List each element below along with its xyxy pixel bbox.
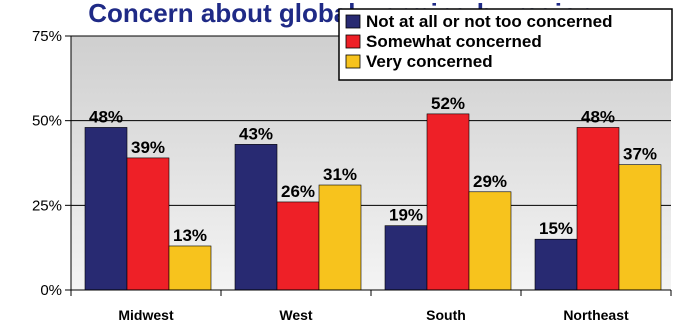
- data-label: 15%: [539, 219, 573, 238]
- bar: [234, 144, 278, 291]
- data-label: 43%: [239, 124, 273, 143]
- bar: [168, 245, 212, 291]
- bar: [318, 184, 362, 291]
- legend: Not at all or not too concernedSomewhat …: [338, 8, 673, 81]
- legend-swatch: [345, 14, 361, 29]
- y-tick-label: 25%: [32, 197, 62, 214]
- bar: [576, 127, 620, 291]
- data-label: 52%: [431, 94, 465, 113]
- data-label: 48%: [581, 107, 615, 126]
- data-label: 48%: [89, 107, 123, 126]
- bar: [84, 127, 128, 291]
- data-label: 29%: [473, 172, 507, 191]
- category-label: South: [426, 307, 466, 323]
- legend-entry: Very concerned: [366, 52, 493, 71]
- category-label: West: [279, 307, 313, 323]
- bar: [534, 238, 578, 291]
- bars: [84, 113, 662, 291]
- data-label: 26%: [281, 182, 315, 201]
- legend-box: [338, 8, 673, 81]
- data-label: 31%: [323, 165, 357, 184]
- data-label: 39%: [131, 138, 165, 157]
- bar: [468, 191, 512, 291]
- y-tick-label: 75%: [32, 28, 62, 45]
- data-label: 37%: [623, 145, 657, 164]
- bar: [426, 113, 470, 291]
- data-label: 13%: [173, 226, 207, 245]
- data-labels: 48% 43% 19% 15% 39% 26% 52% 48% 13% 31% 29% 37%: [89, 94, 657, 245]
- bar: [618, 164, 662, 291]
- bar: [384, 225, 428, 291]
- category-label: Northeast: [563, 307, 629, 323]
- data-label: 19%: [389, 206, 423, 225]
- y-axis: 0% 25% 50% 75%: [32, 28, 72, 299]
- bar: [276, 201, 320, 291]
- category-label: Midwest: [118, 307, 174, 323]
- legend-swatch: [345, 34, 361, 49]
- bar: [126, 157, 170, 291]
- y-tick-label: 0%: [40, 282, 62, 299]
- x-axis: Midwest West South Northeast: [70, 289, 672, 323]
- legend-entry: Somewhat concerned: [366, 32, 542, 51]
- y-tick-label: 50%: [32, 113, 62, 130]
- legend-swatch: [345, 54, 361, 69]
- legend-entry: Not at all or not too concerned: [366, 12, 613, 31]
